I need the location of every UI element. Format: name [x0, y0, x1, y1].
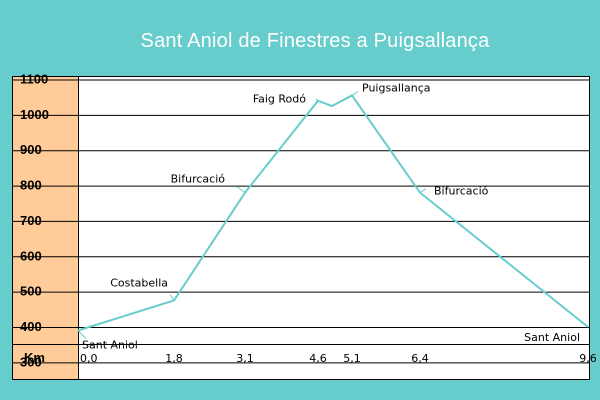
annotation-label: Sant Aniol: [524, 331, 580, 344]
chart-title: Sant Aniol de Finestres a Puigsallança: [140, 30, 490, 52]
y-tick-label-1000: 1000: [20, 107, 49, 122]
annotation-leader: [236, 186, 246, 194]
y-tick-label-600: 600: [20, 248, 42, 263]
x-tick-label: 4,6: [309, 352, 327, 365]
plot-border: [12, 76, 590, 380]
x-tick-label: 9,6: [579, 352, 597, 365]
elevation-line: [77, 94, 589, 332]
annotation-label: Sant Aniol: [82, 339, 138, 352]
y-tick-label-1100: 1100: [20, 72, 48, 87]
y-tick-label-700: 700: [20, 213, 42, 228]
y-tick-label-300: 300: [20, 354, 42, 369]
annotation-label: Costabella: [110, 276, 168, 289]
y-tick-label-800: 800: [20, 178, 42, 193]
y-tick-label-900: 900: [20, 142, 42, 157]
annotation-label: Puigsallança: [362, 81, 431, 94]
y-tick-label-400: 400: [20, 319, 42, 334]
annotation-label: Bifurcació: [171, 173, 226, 186]
annotation-label: Faig Rodó: [253, 93, 306, 106]
annotation-leader: [315, 98, 319, 102]
annotation-leader: [169, 294, 175, 301]
x-tick-label: 0,0: [80, 352, 98, 365]
y-tick-label-500: 500: [20, 284, 42, 299]
x-tick-label: 6,4: [411, 352, 429, 365]
plot-area: [78, 76, 590, 380]
y-axis-column: [12, 76, 78, 380]
x-tick-label: 3,1: [236, 352, 254, 365]
x-axis-label: Km: [24, 350, 45, 365]
x-tick-label: 1,8: [165, 352, 183, 365]
annotation-label: Bifurcació: [434, 185, 489, 198]
annotation-leader: [351, 91, 359, 96]
annotation-leader: [419, 188, 427, 194]
x-tick-label: 5,1: [343, 352, 361, 365]
annotation-leader: [77, 330, 87, 339]
